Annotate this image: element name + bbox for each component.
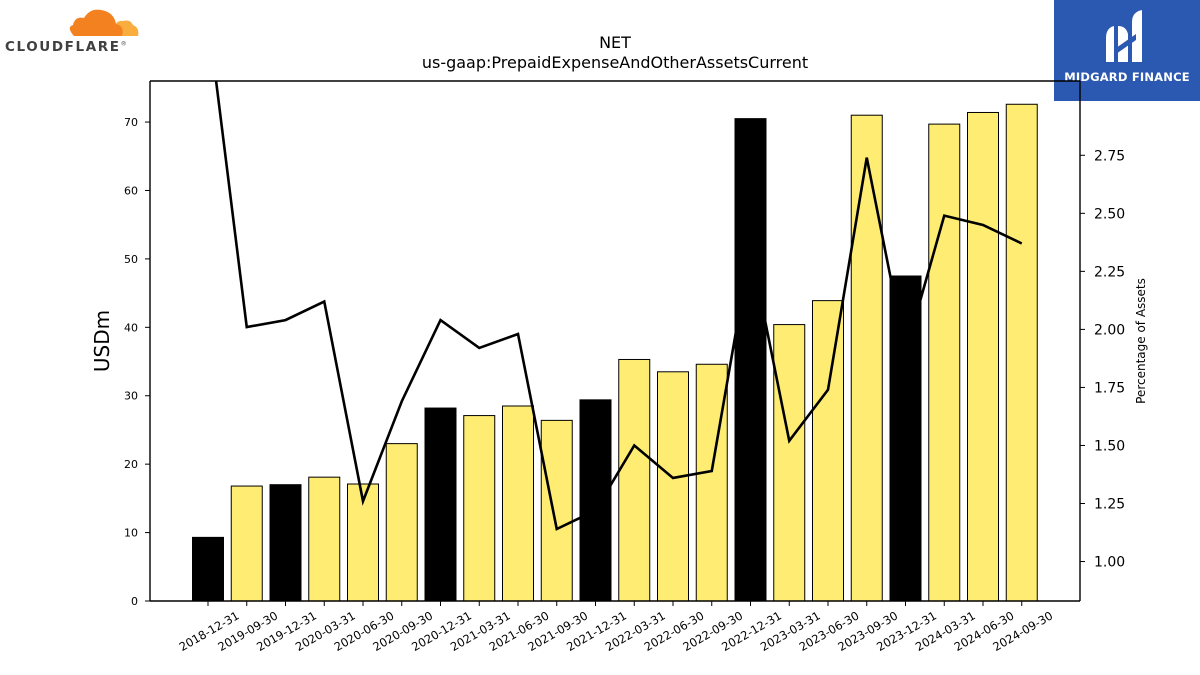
bar [657, 371, 689, 602]
bar [1005, 103, 1038, 602]
y-tick-label: 20 [124, 458, 138, 471]
bar [424, 407, 457, 602]
bar [928, 123, 961, 602]
y-tick-label-right: 1.75 [1094, 380, 1125, 396]
bar [230, 485, 263, 602]
bar [889, 275, 922, 602]
bar [269, 484, 302, 602]
y-tick-label: 30 [124, 390, 138, 403]
cloud-icon [69, 9, 139, 36]
bar-series [192, 103, 1038, 602]
y-tick-label: 10 [124, 527, 138, 540]
bar [502, 405, 534, 602]
cloudflare-logo: CLOUDFLARE® [4, 4, 154, 58]
y-axis-label: USDm [90, 310, 114, 372]
y-tick-label: 50 [124, 253, 138, 266]
y-tick-label-right: 2.25 [1094, 264, 1125, 280]
midgard-finance-label: MIDGARD FINANCE [1064, 70, 1190, 84]
bar [463, 415, 496, 602]
bar [695, 363, 728, 602]
y-axis-label-right: Percentage of Assets [1134, 278, 1148, 404]
y-tick-label-right: 1.50 [1094, 438, 1125, 454]
bar [579, 399, 612, 602]
midgard-monogram-icon [1106, 10, 1142, 62]
percentage-line-series [214, 81, 1023, 531]
y-tick-label-right: 1.00 [1094, 555, 1125, 571]
y-tick-label: 60 [124, 184, 138, 197]
bar [812, 300, 844, 602]
y-tick-label: 70 [124, 116, 138, 129]
y-tick-label-right: 2.75 [1094, 148, 1125, 164]
bar [540, 419, 573, 602]
chart-subtitle: us-gaap:PrepaidExpenseAndOtherAssetsCurr… [422, 53, 808, 72]
cloudflare-wordmark-text: CLOUDFLARE [5, 39, 121, 55]
bar [850, 114, 883, 602]
bar [967, 111, 999, 602]
bar [734, 118, 767, 602]
cloudflare-wordmark: CLOUDFLARE® [5, 39, 128, 55]
bar [773, 324, 806, 602]
y-tick-label-right: 2.00 [1094, 322, 1125, 338]
chart-title: NET [599, 33, 631, 52]
y-tick-label: 0 [131, 595, 138, 608]
bar [192, 536, 224, 602]
bar [385, 443, 418, 602]
y-tick-label-right: 2.50 [1094, 206, 1125, 222]
percentage-line [214, 81, 1023, 531]
bar [618, 358, 651, 602]
midgard-finance-badge: MIDGARD FINANCE [1054, 0, 1200, 101]
registered-mark: ® [120, 40, 129, 48]
bar [308, 476, 341, 602]
y-tick-label: 40 [124, 321, 138, 334]
y-tick-label-right: 1.25 [1094, 497, 1125, 513]
